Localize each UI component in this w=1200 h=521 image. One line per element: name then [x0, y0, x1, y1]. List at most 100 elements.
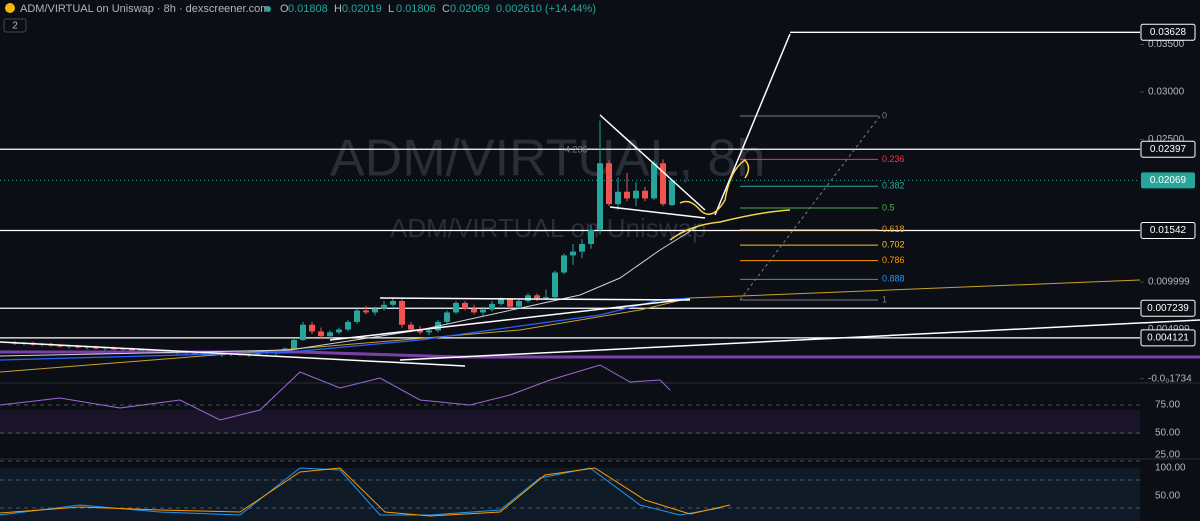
price-label: 0.01542: [1150, 225, 1187, 236]
fib-label: 0.888: [882, 274, 905, 284]
fib-label: 0.382: [882, 181, 905, 191]
stoch-tick-label: 50.00: [1155, 491, 1180, 502]
candle-body: [408, 324, 414, 330]
candle-body: [498, 299, 504, 304]
candle-body: [417, 329, 423, 333]
candle-body: [561, 255, 567, 273]
fib-label: 0.236: [882, 154, 905, 164]
candle-body: [543, 297, 549, 299]
price-label: 0.02397: [1150, 144, 1187, 155]
fib-label: 0.786: [882, 255, 905, 265]
candle-body: [615, 191, 621, 205]
price-label: 0.03628: [1150, 27, 1187, 38]
price-label-box: [1140, 140, 1196, 158]
price-tick-label: 0.02500: [1148, 134, 1185, 145]
candle-body: [534, 295, 540, 299]
candle-body: [345, 321, 351, 330]
candle-body: [390, 301, 396, 305]
last-price-box: [1141, 172, 1195, 189]
candle-body: [480, 309, 486, 313]
candle-body: [201, 353, 207, 355]
trendline: [609, 206, 706, 219]
candle-body: [516, 301, 522, 307]
badge-box[interactable]: [3, 18, 27, 33]
ohlc-key: H: [334, 3, 342, 15]
price-tick-label: -0.0₀1734: [1148, 373, 1192, 384]
candle-body: [336, 329, 342, 333]
doodle: [669, 209, 791, 241]
chart-title: ADM/VIRTUAL on Uniswap · 8h · dexscreene…: [20, 3, 269, 15]
ohlc-key: C: [442, 3, 450, 15]
ohlc-value: 0.01808: [288, 3, 328, 15]
candle-body: [426, 330, 432, 333]
candle-body: [381, 304, 387, 309]
stoch-d: [0, 467, 731, 517]
candle-body: [309, 324, 315, 332]
stoch-k: [0, 467, 721, 516]
rsi-tick-label: 25.00: [1155, 450, 1180, 461]
price-label: 0.007239: [1147, 303, 1189, 314]
stoch-band: [0, 468, 1140, 521]
price-label-box: [1140, 299, 1196, 317]
fib-extension-label: 4.236: [565, 144, 588, 154]
rsi-tick-label: 75.00: [1155, 400, 1180, 411]
watermark-sub: ADM/VIRTUAL on Uniswap: [390, 213, 706, 243]
candle-body: [669, 180, 675, 206]
candle-body: [579, 243, 585, 252]
status-dot: [265, 6, 271, 12]
fib-label: 1: [882, 294, 887, 304]
ohlc: O 0.01808 H 0.02019 L 0.01806 C 0.02069 0.002610…: [280, 3, 596, 15]
badge: 2: [12, 21, 18, 32]
candle-body: [363, 310, 369, 313]
candle-body: [399, 301, 405, 325]
candle-body: [327, 332, 333, 337]
price-label-box: [1140, 329, 1196, 347]
ohlc-key: O: [280, 3, 289, 15]
candle-body: [651, 163, 657, 199]
ohlc-value: 0.02069: [450, 3, 490, 15]
trendline: [329, 298, 691, 341]
rsi-tick-label: 50.00: [1155, 428, 1180, 439]
candle-body: [300, 324, 306, 340]
rsi-band: [0, 410, 1140, 434]
candle-body: [570, 251, 576, 256]
watermark: ADM/VIRTUAL, 8h: [330, 130, 765, 188]
ohlc-value: 0.01806: [396, 3, 436, 15]
candle-body: [624, 191, 630, 199]
price-tick-label: 0.03500: [1148, 39, 1185, 50]
candle-body: [354, 310, 360, 322]
candle-body: [471, 308, 477, 313]
trendline: [599, 114, 706, 211]
ohlc-change: 0.002610 (+14.44%): [496, 3, 596, 15]
price-tick-label: 0.03000: [1148, 87, 1185, 98]
candle-body: [489, 303, 495, 310]
price-label: 0.004121: [1147, 332, 1189, 343]
fib-label: 0.5: [882, 202, 895, 212]
projection-line: [714, 33, 791, 216]
rsi-line: [0, 364, 671, 421]
trendline: [399, 319, 1200, 361]
candle-body: [525, 295, 531, 302]
trendline: [0, 341, 466, 367]
purple-band: [0, 350, 1200, 359]
candle-body: [588, 229, 594, 244]
candle-body: [552, 272, 558, 298]
doodle: [679, 159, 750, 215]
candle-body: [291, 339, 297, 349]
fib-label: 0: [882, 110, 887, 120]
fib-diagonal: [739, 115, 881, 301]
ohlc-value: 0.02019: [342, 3, 382, 15]
candle-body: [318, 331, 324, 337]
ohlc-key: L: [388, 3, 394, 15]
candle-body: [372, 308, 378, 313]
candle-body: [642, 190, 648, 199]
candle-body: [462, 302, 468, 309]
ma-short: [0, 224, 701, 357]
price-tick-label: 0.009999: [1148, 277, 1190, 288]
candle-body: [660, 163, 666, 205]
drawings: [0, 33, 1200, 517]
fib-label: 0.618: [882, 224, 905, 234]
candle-body: [606, 163, 612, 205]
stoch-tick-label: 100.00: [1155, 463, 1186, 474]
